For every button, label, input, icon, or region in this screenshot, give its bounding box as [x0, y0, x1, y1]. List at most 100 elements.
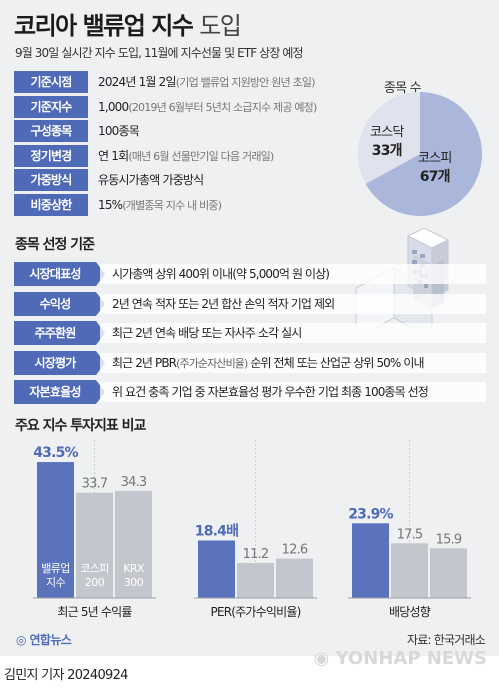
info-value: 연 1회(매년 6월 선물만기일 다음 거래일): [98, 145, 274, 167]
info-row: 기준시점 2024년 1월 2일(기업 밸류업 지원방안 원년 초일): [14, 71, 364, 93]
criteria-row: 시장평가 최근 2년 PBR(주가순자산비율) 순위 전체 또는 산업군 상위 5…: [14, 350, 486, 375]
group-label: 최근 5년 수익률: [57, 605, 132, 619]
bar-series-label: 300: [124, 576, 144, 589]
info-value-main: 유동시가총액 가중방식: [98, 173, 204, 187]
title-bold: 코리아 밸류업 지수: [14, 12, 194, 40]
watermark-icon: ◉: [313, 648, 330, 669]
group-label: PER(주가수익비율): [211, 605, 301, 619]
bar-value-label: 18.4배: [195, 524, 238, 540]
criteria-row: 시장대표성 시가총액 상위 400위 이내(약 5,000억 원 이상): [14, 262, 486, 286]
watermark-text: YONHAP NEWS: [335, 648, 487, 669]
criteria-label: 주주환원: [14, 321, 105, 345]
bar: [237, 563, 274, 598]
info-row: 비중상한 15%(개별종목 지수 내 비중): [14, 193, 364, 216]
bar-value-label: 15.9: [436, 532, 462, 547]
byline: 김민지 기자 20240924: [4, 668, 128, 683]
bar: [276, 558, 313, 598]
yonhap-watermark: ◉ YONHAP NEWS: [314, 648, 487, 669]
bar-series-label: 지수: [46, 576, 66, 589]
bar-value-label: 11.2: [243, 547, 269, 562]
criteria-heading: 종목 선정 기준: [15, 237, 95, 253]
info-value-note: (매년 6월 선물만기일 다음 거래일): [128, 149, 274, 163]
criteria-text-note: (주가순자산비율): [176, 356, 248, 370]
pie-chart: [358, 92, 482, 216]
bar: [430, 548, 467, 598]
criteria-label: 시장평가: [14, 350, 105, 375]
bar-value-label: 34.3: [121, 475, 147, 490]
info-value: 유동시가총액 가중방식: [98, 169, 204, 191]
pie-slice-kosdaq: [358, 92, 420, 184]
info-value-main: 2024년 1월 2일: [98, 75, 177, 89]
bar: [37, 462, 74, 598]
yonhap-logo: ◎ 연합뉴스: [16, 631, 72, 648]
info-value: 100종목: [98, 120, 140, 142]
criteria-text-main: 위 요건 충족 기업 중 자본효율성 평가 우수한 기업 최종 100종목 선정: [112, 385, 429, 399]
group-label: 배당성향: [389, 605, 431, 619]
info-value-main: 15%: [98, 197, 123, 212]
page-title: 코리아 밸류업 지수 도입: [14, 6, 242, 41]
pie-title: 종목 수: [384, 81, 422, 96]
info-value: 15%(개별종목 지수 내 비중): [98, 194, 222, 216]
info-value: 2024년 1월 2일(기업 밸류업 지원방안 원년 초일): [98, 71, 316, 93]
criteria-row: 수익성 2년 연속 적자 또는 2년 합산 손익 적자 기업 제외: [14, 291, 486, 316]
info-label: 구성종목: [14, 120, 88, 142]
criteria-text-main: 최근 2년 연속 배당 또는 자사주 소각 실시: [112, 326, 302, 340]
info-value-note: (기업 밸류업 지원방안 원년 초일): [175, 76, 316, 89]
criteria-label: 수익성: [14, 291, 105, 316]
info-row: 가중방식 유동시가총액 가중방식: [14, 169, 364, 191]
logo-icon: ◎: [16, 633, 26, 647]
criteria-text: 위 요건 충족 기업 중 자본효율성 평가 우수한 기업 최종 100종목 선정: [100, 382, 486, 402]
criteria-text: 2년 연속 적자 또는 2년 합산 손익 적자 기업 제외: [100, 293, 486, 314]
logo-text: 연합뉴스: [29, 633, 72, 647]
info-value-note: (개별종목 지수 내 비중): [122, 198, 222, 212]
info-label: 정기변경: [14, 144, 88, 167]
source-note: 자료: 한국거래소: [407, 633, 486, 647]
bar-value-label: 17.5: [397, 527, 423, 542]
bar-value-label: 43.5%: [33, 445, 78, 461]
criteria-text: 최근 2년 PBR(주가순자산비율) 순위 전체 또는 산업군 상위 50% 이…: [100, 352, 486, 373]
pie-label-kosdaq-value: 33개: [371, 143, 403, 159]
bar-series-label: KRX: [123, 562, 145, 575]
info-row: 기준지수 1,000(2019년 6월부터 5년치 소급지수 제공 예정): [14, 95, 364, 118]
criteria-text-after: 순위 전체 또는 산업군 상위 50% 이내: [247, 355, 424, 370]
info-value-main: 1,000: [98, 99, 129, 114]
info-label: 가중방식: [14, 169, 88, 191]
pie-slice-kospi: [365, 92, 482, 216]
criteria-text: 최근 2년 연속 배당 또는 자사주 소각 실시: [100, 323, 486, 343]
bar-value-label: 23.9%: [348, 506, 393, 522]
info-label: 기준지수: [14, 95, 88, 118]
criteria-label: 자본효율성: [14, 380, 105, 404]
bar-value-label: 12.6: [282, 543, 308, 558]
pie-label-kospi-name: 코스피: [418, 151, 452, 166]
info-value: 1,000(2019년 6월부터 5년치 소급지수 제공 예정): [98, 96, 317, 118]
criteria-text-main: 최근 2년 PBR: [112, 355, 177, 370]
title-light: 도입: [199, 12, 242, 40]
info-value-main: 연 1회: [98, 148, 129, 163]
bar-series-label: 코스피: [80, 562, 109, 575]
criteria-row: 자본효율성 위 요건 충족 기업 중 자본효율성 평가 우수한 기업 최종 100…: [14, 380, 486, 404]
info-value-note: (2019년 6월부터 5년치 소급지수 제공 예정): [128, 100, 317, 114]
info-value-main: 100종목: [98, 124, 140, 138]
pie-label-kosdaq: 코스닥 33개: [370, 124, 404, 161]
bar: [76, 492, 113, 598]
criteria-text-main: 2년 연속 적자 또는 2년 합산 손익 적자 기업 제외: [112, 296, 335, 311]
bar: [115, 490, 152, 598]
pie-label-kosdaq-name: 코스닥: [370, 125, 404, 140]
bar: [391, 543, 428, 598]
pie-label-kospi-value: 67개: [419, 169, 451, 185]
criteria-text: 시가총액 상위 400위 이내(약 5,000억 원 이상): [100, 264, 486, 284]
bar-series-label: 200: [85, 576, 105, 589]
criteria-row: 주주환원 최근 2년 연속 배당 또는 자사주 소각 실시: [14, 321, 486, 345]
criteria-text-main: 시가총액 상위 400위 이내(약 5,000억 원 이상): [112, 267, 330, 281]
info-label: 기준시점: [14, 71, 88, 93]
info-row: 정기변경 연 1회(매년 6월 선물만기일 다음 거래일): [14, 144, 364, 167]
info-row: 구성종목 100종목: [14, 120, 364, 142]
chart-title: 주요 지수 투자지표 비교: [15, 418, 146, 434]
info-label: 비중상한: [14, 193, 88, 216]
page-subtitle: 9월 30일 실시간 지수 도입, 11월에 지수선물 및 ETF 상장 예정: [15, 46, 304, 60]
pie-label-kospi: 코스피 67개: [418, 150, 452, 187]
bar: [352, 523, 389, 598]
bar-value-label: 33.7: [82, 477, 108, 492]
bar-series-label: 밸류업: [41, 562, 70, 575]
